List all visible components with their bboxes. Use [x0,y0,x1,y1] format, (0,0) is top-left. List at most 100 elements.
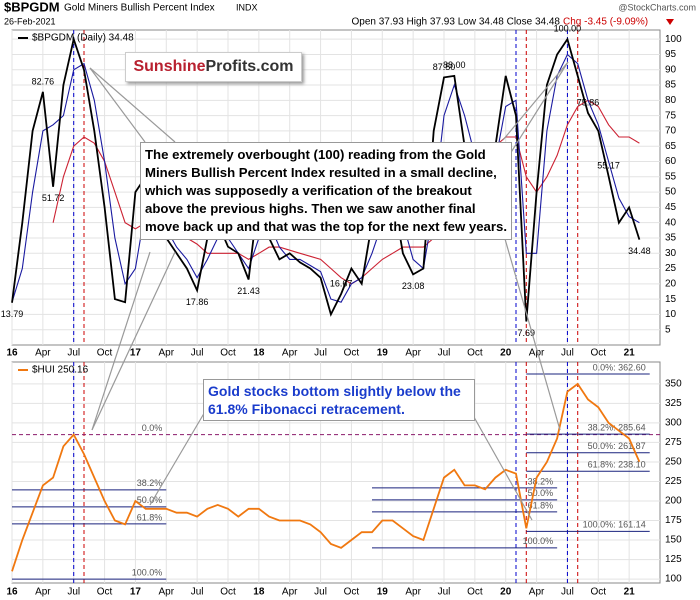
legend-label: $HUI 250.16 [32,365,89,376]
date: 26-Feb-2021 [4,16,56,26]
y-tick-label: 30 [665,248,677,259]
quote: Open 37.93 High 37.93 Low 34.48 Close 34… [352,17,561,28]
x-tick-label: Apr [405,587,421,598]
x-tick-label: 21 [624,587,636,598]
y-tick-label: 65 [665,141,677,152]
x-tick-label: 16 [6,348,18,359]
x-tick-label: Jul [438,587,451,598]
x-tick-label: 18 [253,587,265,598]
x-tick-label: Oct [591,348,607,359]
x-tick-label: Apr [159,348,175,359]
x-tick-label: 20 [500,348,512,359]
y-tick-label: 60 [665,156,677,167]
y-tick-label: 150 [665,535,682,546]
fib-label: 100.0% [523,536,554,546]
x-tick-label: Jul [314,348,327,359]
fib-label: 100.0%: 161.14 [583,520,646,530]
exchange: INDX [236,2,258,12]
x-tick-label: Apr [35,348,51,359]
fib-label: 38.2% [137,478,163,488]
y-tick-label: 25 [665,263,677,274]
y-tick-label: 200 [665,496,682,507]
grid: 5 10 15 20 25 30 35 40 45 50 55 60 65 70 75 80 85 90 95 100… [6,30,682,598]
logo-part: Profits.com [205,58,294,75]
y-tick-label: 55 [665,171,677,182]
pointer [502,61,569,141]
value-label: 87.50 [433,62,456,72]
x-tick-label: 17 [130,348,142,359]
x-tick-label: Oct [344,587,360,598]
y-tick-label: 45 [665,202,677,213]
pointer [502,231,561,431]
value-label: 75.86 [577,97,600,107]
pointer [91,251,151,431]
logo: SunshineProfits.com [125,52,302,82]
x-tick-label: 19 [377,587,389,598]
pointer [502,61,569,166]
y-tick-label: 275 [665,437,682,448]
y-tick-label: 40 [665,217,677,228]
x-tick-label: Jul [561,348,574,359]
fib-label: 61.8%: 238.10 [588,460,646,470]
fib-label: 50.0%: 261.87 [588,441,646,451]
y-tick-label: 80 [665,95,677,106]
fib-label: 0.0%: 362.60 [593,362,646,372]
series-line [11,35,641,322]
x-tick-label: 21 [624,348,636,359]
y-tick-label: 70 [665,126,677,137]
x-tick-label: Apr [405,348,421,359]
value-label: 17.86 [186,297,209,307]
x-tick-label: Apr [529,348,545,359]
series-line [11,53,640,303]
fib-label: 61.8% [137,512,163,522]
marks: 13.7982.7651.7217.8632.1421.4316.6723.08… [1,24,660,583]
y-tick-label: 15 [665,294,677,305]
pointer [89,67,146,143]
y-tick-label: 300 [665,418,682,429]
y-tick-label: 125 [665,554,682,565]
value-label: 16.67 [330,278,353,288]
value-label: 23.08 [402,281,425,291]
fib-label: 50.0% [528,488,554,498]
x-tick-label: 18 [253,348,265,359]
x-tick-label: 20 [500,587,512,598]
x-tick-label: Jul [67,348,80,359]
x-tick-label: Apr [282,587,298,598]
y-tick-label: 35 [665,233,677,244]
callout-pointers [89,61,569,521]
fib-label: 100.0% [132,567,163,577]
y-tick-label: 325 [665,398,682,409]
x-tick-label: Oct [220,348,236,359]
y-tick-label: 5 [665,324,671,335]
index-name: Gold Miners Bullish Percent Index [64,3,215,14]
y-tick-label: 100 [665,34,682,45]
x-tick-label: Apr [529,587,545,598]
legend-label: $BPGDM (Daily) 34.48 [32,33,134,44]
x-tick-label: Apr [159,587,175,598]
y-tick-label: 85 [665,80,677,91]
x-tick-label: Oct [344,348,360,359]
x-tick-label: 16 [6,587,18,598]
y-tick-label: 250 [665,457,682,468]
y-tick-label: 225 [665,476,682,487]
x-tick-label: Apr [35,587,51,598]
x-tick-label: Jul [191,348,204,359]
value-label: 7.69 [518,328,536,338]
value-label: 34.48 [628,246,651,256]
x-tick-label: 17 [130,587,142,598]
x-tick-label: Oct [97,348,113,359]
fib-label: 38.2% [528,476,554,486]
y-tick-label: 100 [665,574,682,585]
x-tick-label: Oct [591,587,607,598]
value-label: 88.00 [443,60,466,70]
down-arrow [666,19,674,25]
fib-label: 61.8% [528,500,554,510]
y-tick-label: 90 [665,64,677,75]
y-tick-label: 175 [665,515,682,526]
annotation-top: The extremely overbought (100) reading f… [140,142,512,240]
y-tick-label: 10 [665,309,677,320]
value-label: 51.72 [42,193,65,203]
y-tick-label: 20 [665,278,677,289]
